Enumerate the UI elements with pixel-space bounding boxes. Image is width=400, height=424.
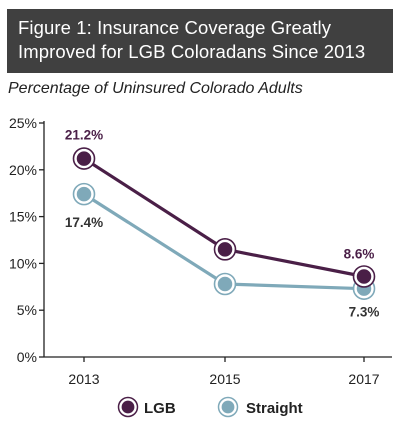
legend-label-lgb: LGB bbox=[144, 400, 176, 417]
y-tick-label: 0% bbox=[17, 349, 37, 365]
y-tick-label: 25% bbox=[9, 115, 37, 131]
data-point-lgb bbox=[215, 239, 235, 260]
data-label-lgb: 21.2% bbox=[65, 128, 103, 143]
data-label-lgb: 8.6% bbox=[344, 247, 375, 262]
x-tick-label: 2013 bbox=[68, 371, 99, 387]
data-point-straight bbox=[74, 184, 94, 204]
chart-title-line-1: Figure 1: Insurance Coverage Greatly bbox=[18, 17, 332, 38]
data-point-ring-straight bbox=[72, 182, 96, 206]
data-point-ring-lgb bbox=[352, 265, 376, 288]
y-tick-label: 20% bbox=[9, 162, 37, 178]
title-bar: Figure 1: Insurance Coverage Greatly Imp… bbox=[7, 9, 393, 73]
y-tick-label: 10% bbox=[9, 255, 37, 271]
legend-marker-ring-lgb bbox=[117, 396, 139, 418]
data-point-straight bbox=[215, 274, 235, 294]
data-label-straight: 7.3% bbox=[349, 305, 380, 320]
data-point-ring-lgb bbox=[213, 238, 237, 261]
data-label-straight: 17.4% bbox=[65, 215, 103, 230]
y-tick-label: 15% bbox=[9, 209, 37, 225]
x-tick-label: 2015 bbox=[209, 371, 240, 387]
data-point-ring-lgb bbox=[72, 147, 96, 170]
x-tick-label: 2017 bbox=[348, 371, 379, 387]
y-tick-label: 5% bbox=[17, 302, 37, 318]
chart-subtitle: Percentage of Uninsured Colorado Adults bbox=[8, 80, 303, 97]
legend-label-straight: Straight bbox=[246, 400, 303, 417]
data-point-lgb bbox=[74, 148, 94, 169]
legend-marker-straight bbox=[219, 398, 237, 416]
legend-marker-ring-straight bbox=[217, 396, 239, 418]
data-point-ring-straight bbox=[213, 272, 237, 296]
legend-marker-lgb bbox=[119, 398, 137, 416]
data-point-lgb bbox=[354, 266, 374, 287]
chart-title-line-2: Improved for LGB Coloradans Since 2013 bbox=[18, 41, 366, 62]
